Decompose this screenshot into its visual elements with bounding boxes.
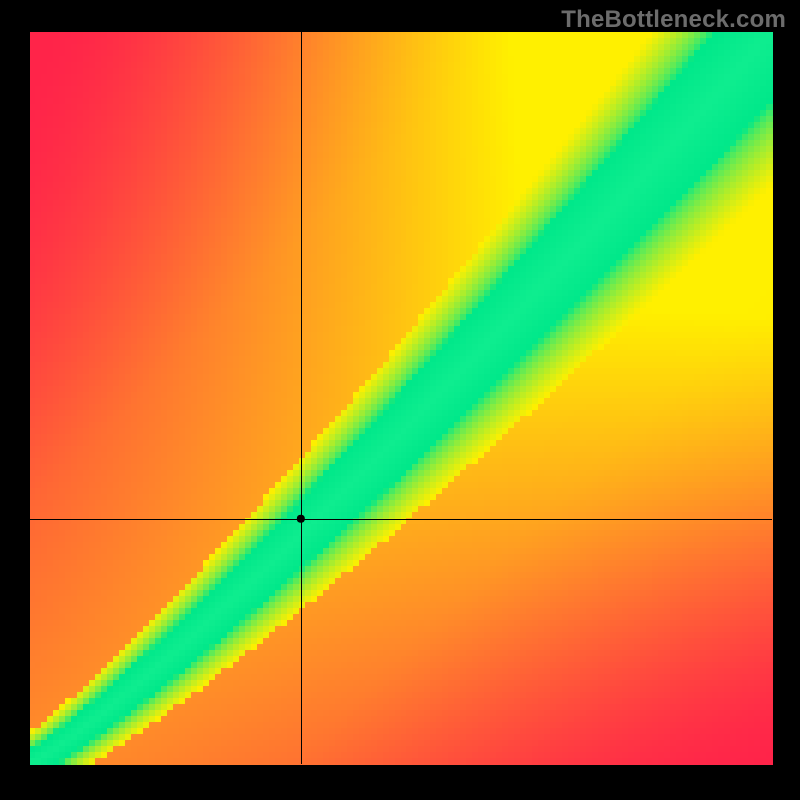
watermark-text: TheBottleneck.com [561, 6, 786, 34]
frame: TheBottleneck.com [0, 0, 800, 800]
bottleneck-heatmap [0, 0, 800, 800]
